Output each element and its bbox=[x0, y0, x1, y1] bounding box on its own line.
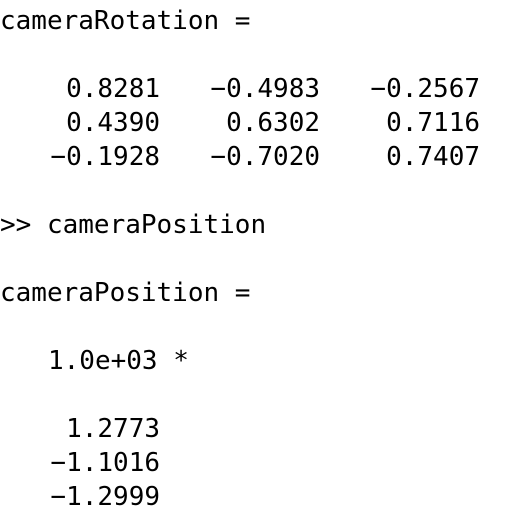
rotation-variable-header: cameraRotation = bbox=[0, 6, 251, 36]
matrix-cell-r3-c1: −0.1928 bbox=[50, 142, 160, 172]
matrix-cell-r1-c1: 0.8281 bbox=[66, 74, 160, 104]
vector-cell-3: −1.2999 bbox=[50, 482, 160, 512]
vector-cell-1: 1.2773 bbox=[66, 414, 160, 444]
command-prompt-line[interactable]: >> cameraPosition bbox=[0, 210, 267, 240]
matrix-cell-r1-c2: −0.4983 bbox=[210, 74, 320, 104]
vector-cell-2: −1.1016 bbox=[50, 448, 160, 478]
matrix-cell-r2-c1: 0.4390 bbox=[66, 108, 160, 138]
position-scale-factor: 1.0e+03 * bbox=[48, 346, 189, 376]
matrix-cell-r3-c3: 0.7407 bbox=[386, 142, 480, 172]
matrix-cell-r2-c2: 0.6302 bbox=[226, 108, 320, 138]
matrix-cell-r2-c3: 0.7116 bbox=[386, 108, 480, 138]
position-variable-header: cameraPosition = bbox=[0, 278, 251, 308]
matrix-cell-r1-c3: −0.2567 bbox=[370, 74, 480, 104]
matrix-cell-r3-c2: −0.7020 bbox=[210, 142, 320, 172]
